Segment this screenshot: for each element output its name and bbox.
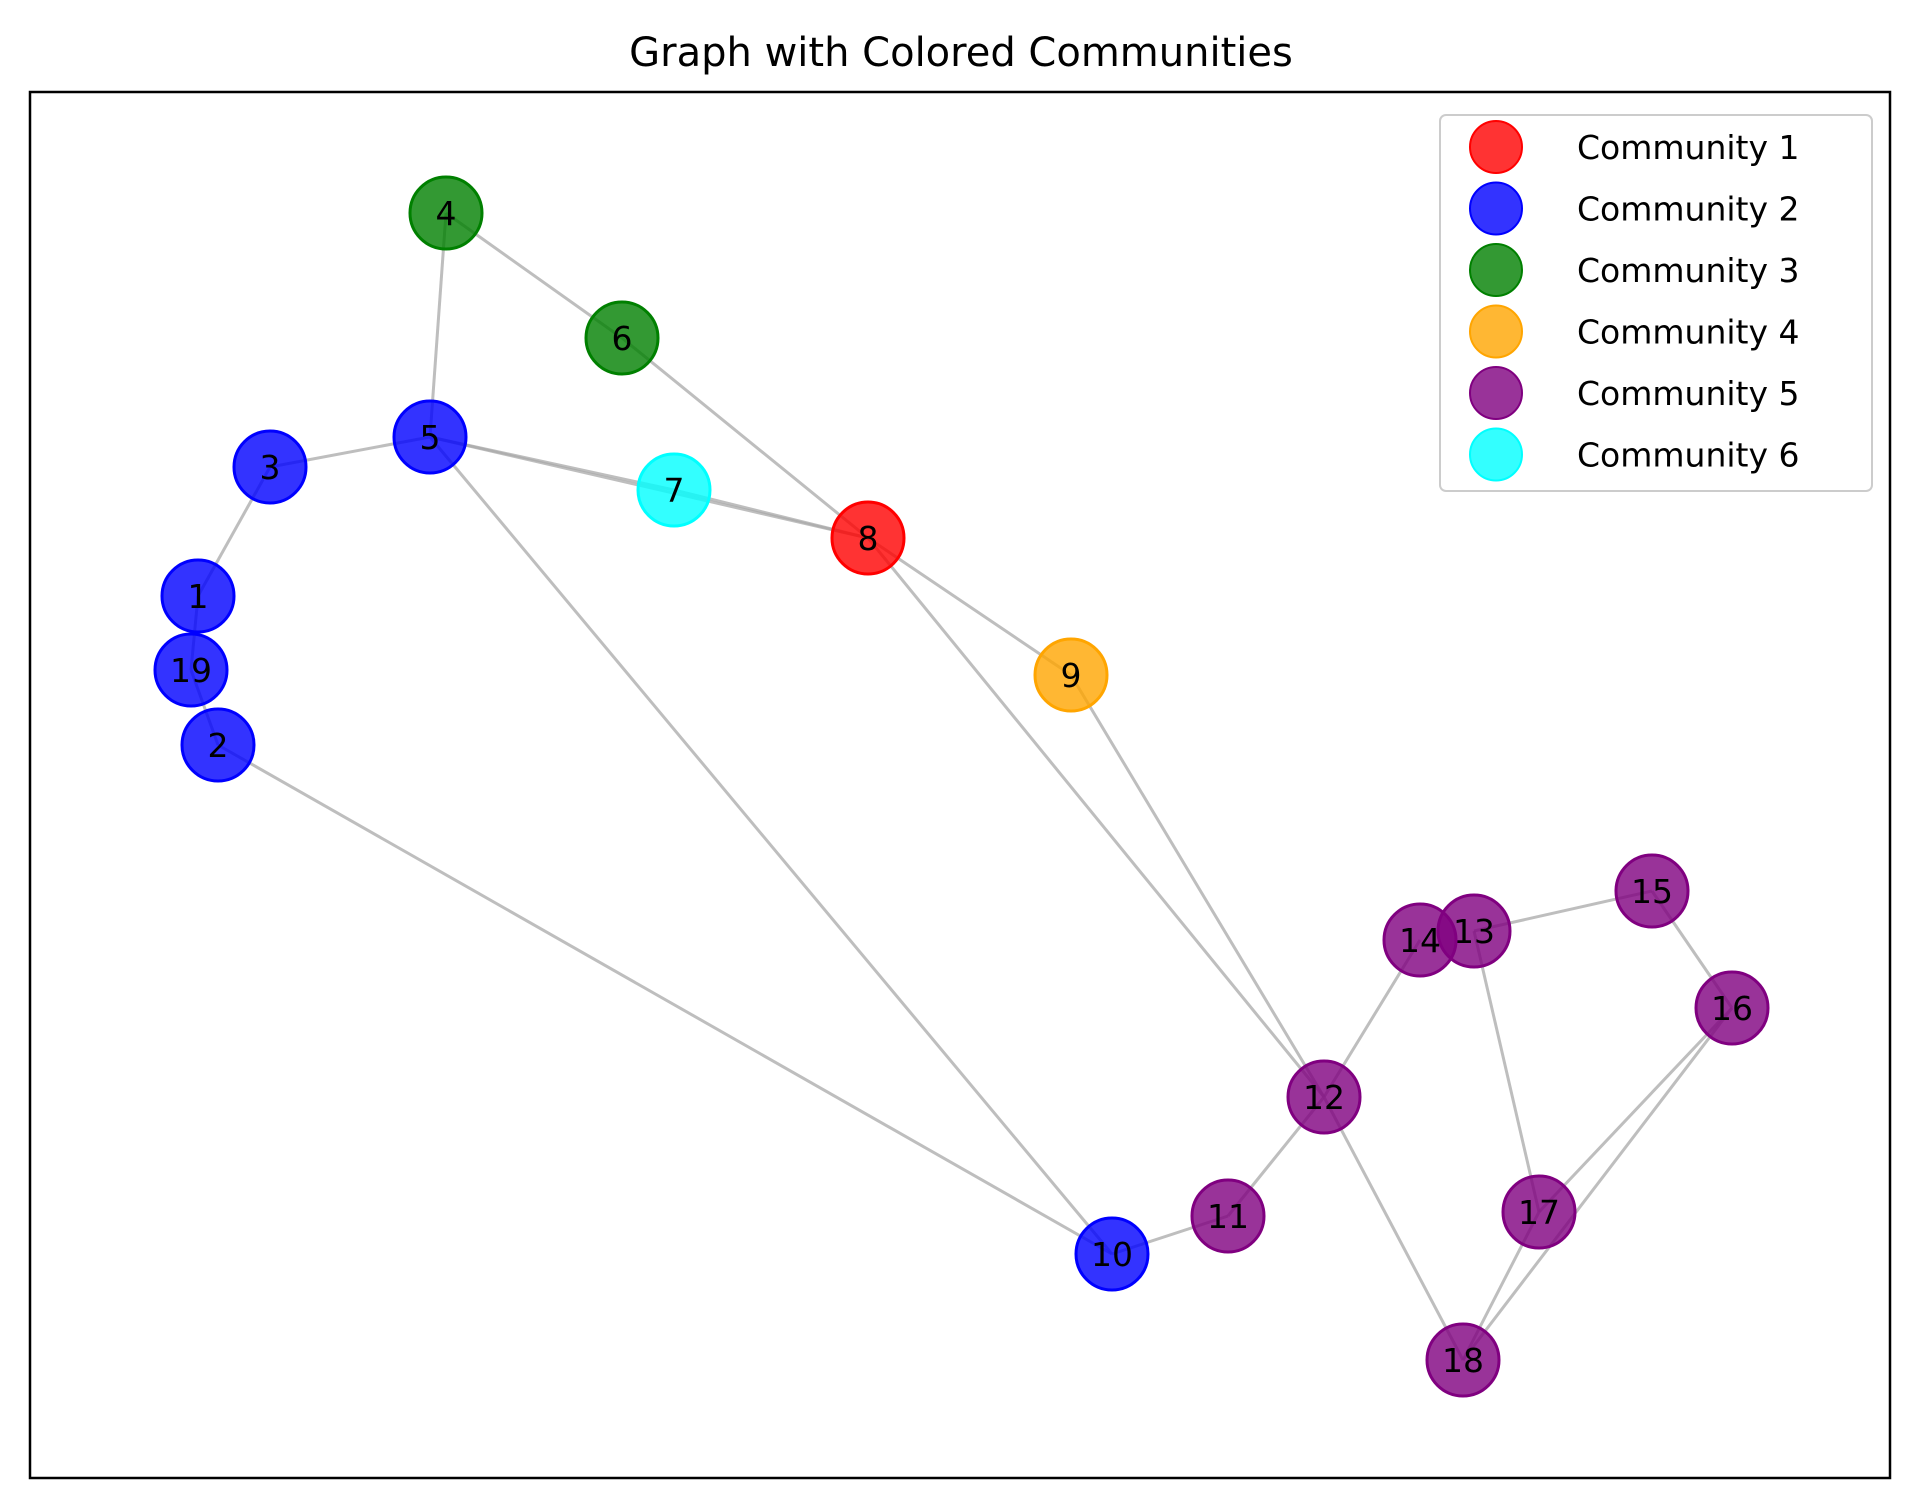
edge-12-18 [1322, 1096, 1465, 1361]
node-6: 6 [584, 300, 660, 376]
legend-entry-5: Community 5 [1469, 366, 1799, 420]
node-circle-7 [636, 452, 712, 528]
node-label-9: 9 [1061, 656, 1082, 695]
node-18: 18 [1425, 1322, 1501, 1398]
edge-8-9 [867, 536, 1072, 677]
legend-entry-6: Community 6 [1469, 427, 1799, 482]
node-2: 2 [180, 707, 256, 783]
node-label-11: 11 [1207, 1197, 1249, 1236]
legend-marker-2 [1469, 181, 1523, 236]
node-circle-17 [1501, 1174, 1577, 1250]
node-label-5: 5 [420, 418, 441, 457]
edge-16-17 [1537, 1006, 1734, 1214]
node-circle-10 [1074, 1216, 1150, 1292]
node-circle-1 [160, 558, 236, 634]
node-11: 11 [1190, 1178, 1266, 1254]
node-circle-16 [1694, 970, 1770, 1046]
legend-box [1439, 114, 1873, 492]
node-label-16: 16 [1711, 989, 1753, 1028]
edge-5-10 [428, 436, 1114, 1255]
node-label-18: 18 [1442, 1341, 1484, 1380]
node-label-4: 4 [436, 194, 457, 233]
node-label-3: 3 [260, 448, 281, 487]
legend-label-1: Community 1 [1577, 128, 1799, 167]
node-16: 16 [1694, 970, 1770, 1046]
legend-marker-4 [1469, 304, 1523, 359]
legend-entry-2: Community 2 [1469, 181, 1799, 236]
node-label-8: 8 [858, 519, 879, 558]
legend-marker-1 [1469, 120, 1523, 174]
legend-label-5: Community 5 [1577, 374, 1799, 413]
edge-2-10 [217, 743, 1113, 1256]
node-3: 3 [232, 429, 308, 505]
node-circle-8 [830, 500, 906, 576]
node-circle-15 [1614, 853, 1690, 929]
node-12: 12 [1286, 1059, 1362, 1135]
node-label-2: 2 [208, 726, 229, 765]
node-circle-11 [1190, 1178, 1266, 1254]
node-label-14: 14 [1399, 921, 1441, 960]
node-circle-2 [180, 707, 256, 783]
node-label-17: 17 [1518, 1193, 1560, 1232]
legend-entry-3: Community 3 [1469, 243, 1799, 297]
node-circle-19 [153, 632, 229, 708]
node-label-13: 13 [1453, 912, 1495, 951]
legend-label-3: Community 3 [1577, 251, 1799, 290]
node-circle-18 [1425, 1322, 1501, 1398]
node-8: 8 [830, 500, 906, 576]
node-15: 15 [1614, 853, 1690, 929]
node-5: 5 [392, 399, 468, 475]
node-4: 4 [408, 175, 484, 251]
node-17: 17 [1501, 1174, 1577, 1250]
node-label-19: 19 [170, 651, 212, 690]
node-circle-3 [232, 429, 308, 505]
node-label-6: 6 [612, 319, 633, 358]
node-label-12: 12 [1303, 1078, 1345, 1117]
legend-marker-6 [1469, 427, 1523, 482]
legend-label-6: Community 6 [1577, 436, 1799, 475]
legend-entry-1: Community 1 [1469, 120, 1799, 174]
edge-6-8 [621, 336, 869, 540]
legend-marker-5 [1469, 366, 1523, 420]
edge-16-18 [1461, 1007, 1734, 1361]
legend-label-2: Community 2 [1577, 190, 1799, 229]
node-19: 19 [153, 632, 229, 708]
node-7: 7 [636, 452, 712, 528]
edge-8-12 [866, 537, 1326, 1098]
node-circle-14 [1382, 902, 1458, 978]
node-circle-6 [584, 300, 660, 376]
node-label-10: 10 [1091, 1235, 1133, 1274]
edge-9-12 [1069, 674, 1326, 1098]
legend-entry-4: Community 4 [1469, 304, 1799, 359]
node-circle-4 [408, 175, 484, 251]
node-1: 1 [160, 558, 236, 634]
node-10: 10 [1074, 1216, 1150, 1292]
node-label-7: 7 [664, 471, 685, 510]
node-circle-9 [1033, 637, 1109, 713]
chart-title: Graph with Colored Communities [629, 30, 1293, 76]
legend-label-4: Community 4 [1577, 313, 1799, 352]
node-14: 14 [1382, 902, 1458, 978]
node-9: 9 [1033, 637, 1109, 713]
node-label-15: 15 [1631, 872, 1673, 911]
legend-marker-3 [1469, 243, 1523, 297]
node-circle-5 [392, 399, 468, 475]
legend: Community 1 Community 2 Community 3 Communi… [1439, 114, 1873, 492]
edge-13-17 [1472, 930, 1541, 1213]
node-label-1: 1 [188, 577, 209, 616]
node-circle-12 [1286, 1059, 1362, 1135]
